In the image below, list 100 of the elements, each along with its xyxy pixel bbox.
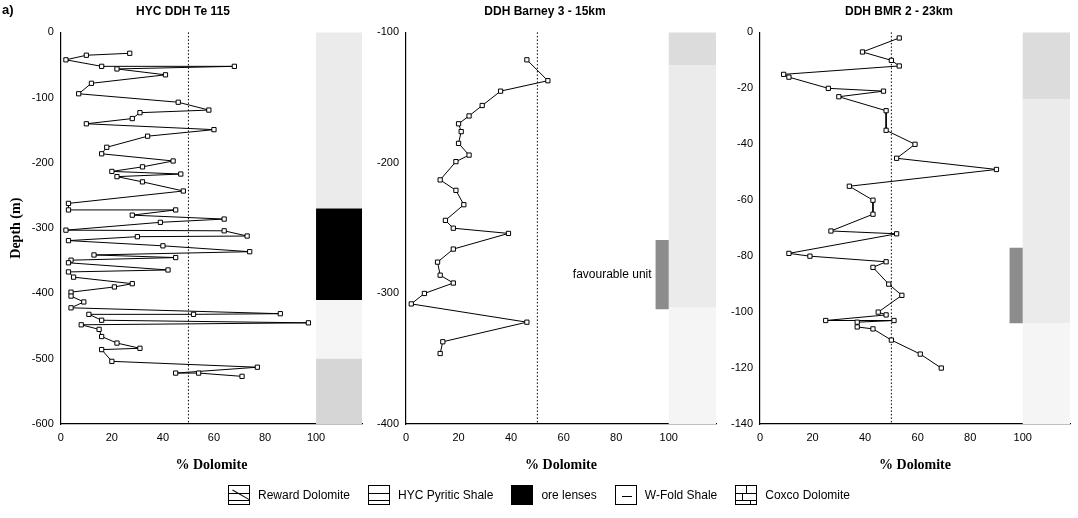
x-tick-label: 40 <box>504 430 518 443</box>
point <box>886 281 892 287</box>
point <box>823 317 829 324</box>
point <box>807 253 813 259</box>
point <box>545 78 551 84</box>
point <box>870 264 876 270</box>
point <box>524 57 530 63</box>
y-tick-label: -120 <box>730 361 754 374</box>
x-tick-label: 0 <box>756 430 764 443</box>
point <box>437 272 443 278</box>
x-tick-label: 60 <box>911 430 924 443</box>
x-tick-label: 80 <box>610 430 623 443</box>
x-tick-label: 80 <box>964 430 977 443</box>
point <box>899 292 905 298</box>
y-tick-label: -600 <box>31 417 54 430</box>
point <box>450 280 456 286</box>
y-tick-label: -40 <box>737 137 754 150</box>
point <box>825 85 831 91</box>
x-tick-label: 40 <box>858 430 872 443</box>
y-tick-label: -100 <box>730 305 754 318</box>
x-axis-title: % Dolomite <box>879 457 951 473</box>
x-tick-label: 80 <box>258 430 272 443</box>
text: Coxco Dolomite <box>765 488 850 502</box>
x-tick-label: 100 <box>1013 430 1032 443</box>
point <box>786 74 792 80</box>
point <box>453 187 459 193</box>
x-tick-label: 60 <box>557 430 570 443</box>
point <box>883 259 889 265</box>
point <box>896 63 902 69</box>
x-tick-label: 100 <box>659 430 678 443</box>
text: a) <box>2 2 14 18</box>
point <box>466 152 472 158</box>
point <box>455 121 462 127</box>
point <box>870 211 876 217</box>
x-tick-label: 0 <box>402 430 410 443</box>
y-tick-label: -100 <box>31 90 54 103</box>
point <box>408 301 414 307</box>
text: Reward Dolomite <box>258 488 351 502</box>
y-tick-label: -20 <box>737 81 754 94</box>
point <box>894 155 900 161</box>
point <box>497 88 504 94</box>
text: HYC Pyritic Shale <box>398 488 494 502</box>
point <box>993 166 1000 173</box>
point <box>836 94 842 100</box>
point <box>524 319 530 325</box>
x-tick-label: 20 <box>452 430 465 443</box>
y-tick-label: -400 <box>376 417 400 430</box>
point <box>458 128 464 135</box>
point <box>440 339 446 345</box>
point <box>434 259 441 265</box>
point <box>870 197 876 203</box>
point <box>883 312 889 318</box>
y-tick-label: -100 <box>376 25 400 38</box>
x-tick-label: 20 <box>105 430 118 443</box>
y-tick-label: -200 <box>31 155 54 168</box>
point <box>938 365 944 371</box>
x-tick-label: 100 <box>306 430 326 443</box>
y-tick-label: -60 <box>737 193 754 206</box>
point <box>437 177 443 183</box>
point <box>450 225 456 231</box>
x-axis-title: % Dolomite <box>525 457 597 473</box>
point <box>854 319 860 325</box>
y-tick-label: -300 <box>376 286 400 299</box>
y-tick-label: -200 <box>376 155 400 168</box>
x-tick-label: 0 <box>57 430 64 443</box>
y-axis-title: Depth (m) <box>8 197 25 259</box>
point <box>453 159 459 165</box>
y-tick-label: -300 <box>31 221 54 234</box>
point <box>912 141 918 147</box>
point <box>883 127 889 133</box>
point <box>442 217 449 223</box>
chart-title: HYC DDH Te 115 <box>136 3 231 18</box>
text: ore lenses <box>541 488 597 502</box>
point <box>859 49 866 55</box>
point <box>466 113 472 119</box>
point <box>450 246 456 252</box>
x-tick-label: 60 <box>207 430 221 443</box>
x-tick-label: 40 <box>156 430 170 443</box>
point <box>854 324 860 330</box>
band-label: favourable unit <box>572 266 653 281</box>
point <box>883 108 889 114</box>
point <box>917 351 923 357</box>
point <box>870 326 876 332</box>
point <box>786 250 792 256</box>
y-tick-label: -140 <box>730 417 754 430</box>
point <box>479 102 485 109</box>
y-tick-label: 0 <box>746 25 754 38</box>
point <box>875 309 881 315</box>
x-tick-label: 20 <box>806 430 819 443</box>
point <box>880 88 887 94</box>
point <box>455 140 462 146</box>
point <box>888 57 894 63</box>
y-tick-label: -80 <box>737 249 754 262</box>
x-axis-title: % Dolomite <box>175 457 248 473</box>
y-tick-label: 0 <box>47 25 54 38</box>
point <box>846 183 852 189</box>
text: W-Fold Shale <box>644 488 718 502</box>
point <box>421 290 428 297</box>
y-tick-label: -400 <box>31 286 54 299</box>
chart-title: DDH Barney 3 - 15km <box>484 3 606 18</box>
